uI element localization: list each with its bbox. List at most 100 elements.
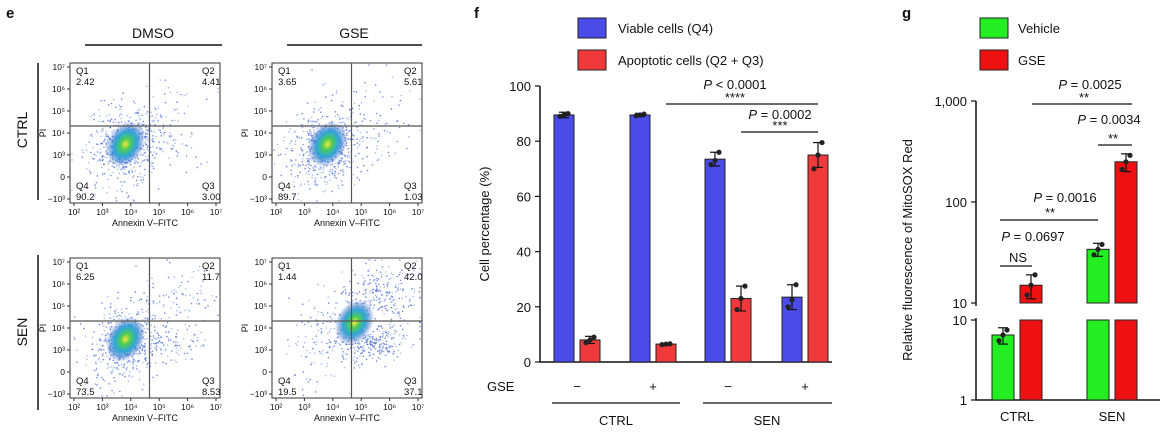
flow-event [310, 363, 313, 366]
flow-event [403, 319, 406, 321]
flow-event [325, 115, 328, 117]
flow-event [152, 335, 155, 337]
f-gse-row-label: GSE [487, 379, 515, 394]
flow-event [317, 329, 320, 332]
flow-event [86, 168, 88, 170]
flow-event [381, 336, 384, 338]
flow-event [410, 264, 412, 266]
flow-event [128, 120, 131, 122]
flow-event [307, 166, 310, 169]
flow-event [127, 195, 130, 197]
flow-event [137, 175, 139, 178]
flow-event [137, 182, 139, 185]
flow-event [150, 130, 153, 132]
flow-event [178, 306, 180, 309]
flow-event [364, 289, 367, 292]
flow-event [338, 342, 340, 345]
flow-event [126, 366, 129, 369]
flow-event [116, 361, 118, 364]
flow-event [342, 358, 345, 360]
flow-event [108, 383, 110, 385]
flow-y-tick-label: 10⁵ [254, 106, 267, 116]
flow-event [172, 147, 174, 150]
flow-event [306, 356, 308, 358]
flow-event [348, 154, 350, 157]
flow-event [345, 300, 348, 302]
g-legend-swatch-gse [979, 49, 1009, 71]
flow-event [155, 338, 157, 340]
flow-event [316, 323, 319, 326]
flow-event [160, 348, 163, 351]
flow-event [115, 200, 118, 202]
quad-label-q3: Q3 [202, 376, 215, 387]
flow-event [335, 167, 337, 170]
flow-event [340, 104, 343, 107]
flow-event [141, 181, 144, 184]
flow-event [124, 375, 126, 378]
flow-event [368, 336, 371, 338]
flow-event [388, 350, 391, 353]
flow-event [377, 308, 379, 311]
flow-event [315, 344, 317, 346]
flow-event [349, 129, 352, 132]
flow-event [156, 146, 158, 149]
flow-y-tick-label: 10⁶ [52, 84, 65, 94]
flow-event [387, 332, 390, 335]
flow-event [104, 307, 106, 310]
flow-event [127, 380, 130, 382]
f-data-point [587, 337, 593, 343]
f-data-point [591, 334, 597, 340]
flow-event [314, 181, 316, 183]
flow-event [381, 327, 384, 330]
f-legend-label-viable: Viable cells (Q4) [618, 21, 713, 36]
flow-event [135, 160, 137, 163]
flow-event [121, 312, 123, 314]
flow-event [143, 149, 145, 151]
flow-event [146, 85, 148, 88]
flow-event [120, 188, 122, 191]
flow-event [76, 349, 78, 352]
flow-event [101, 302, 103, 304]
flow-event [395, 330, 397, 333]
flow-event [309, 352, 311, 354]
flow-event [398, 343, 401, 346]
flow-event [124, 181, 126, 184]
flow-event [132, 361, 135, 363]
flow-event [401, 269, 403, 271]
flow-event [173, 276, 175, 278]
flow-event [142, 361, 144, 364]
flow-event [151, 171, 153, 174]
g-data-point [1032, 272, 1038, 278]
flow-event [369, 291, 371, 294]
flow-event [371, 164, 374, 166]
flow-event [365, 338, 368, 341]
flow-event [184, 288, 187, 290]
flow-event [391, 95, 393, 98]
flow-event [154, 315, 157, 318]
flow-event [143, 123, 145, 126]
flow-event [412, 343, 415, 346]
flow-event [308, 161, 311, 163]
panel-label-f: f [474, 5, 480, 22]
flow-event [202, 345, 204, 347]
flow-event [345, 128, 348, 130]
f-data-point [734, 306, 740, 313]
flow-event [104, 338, 107, 341]
flow-event [150, 164, 153, 167]
flow-event [142, 176, 144, 179]
flow-event [356, 166, 359, 169]
flow-event [372, 330, 374, 333]
flow-event [333, 176, 336, 179]
flow-event [322, 190, 325, 193]
flow-event [167, 86, 170, 89]
flow-event [353, 356, 355, 358]
flow-event [394, 286, 397, 289]
flow-event [187, 105, 189, 107]
flow-event [328, 174, 331, 176]
flow-event [374, 84, 377, 86]
flow-event [381, 306, 383, 309]
flow-event [163, 312, 166, 314]
flow-event [387, 350, 389, 352]
flow-event [314, 177, 317, 179]
flow-event [351, 269, 354, 272]
